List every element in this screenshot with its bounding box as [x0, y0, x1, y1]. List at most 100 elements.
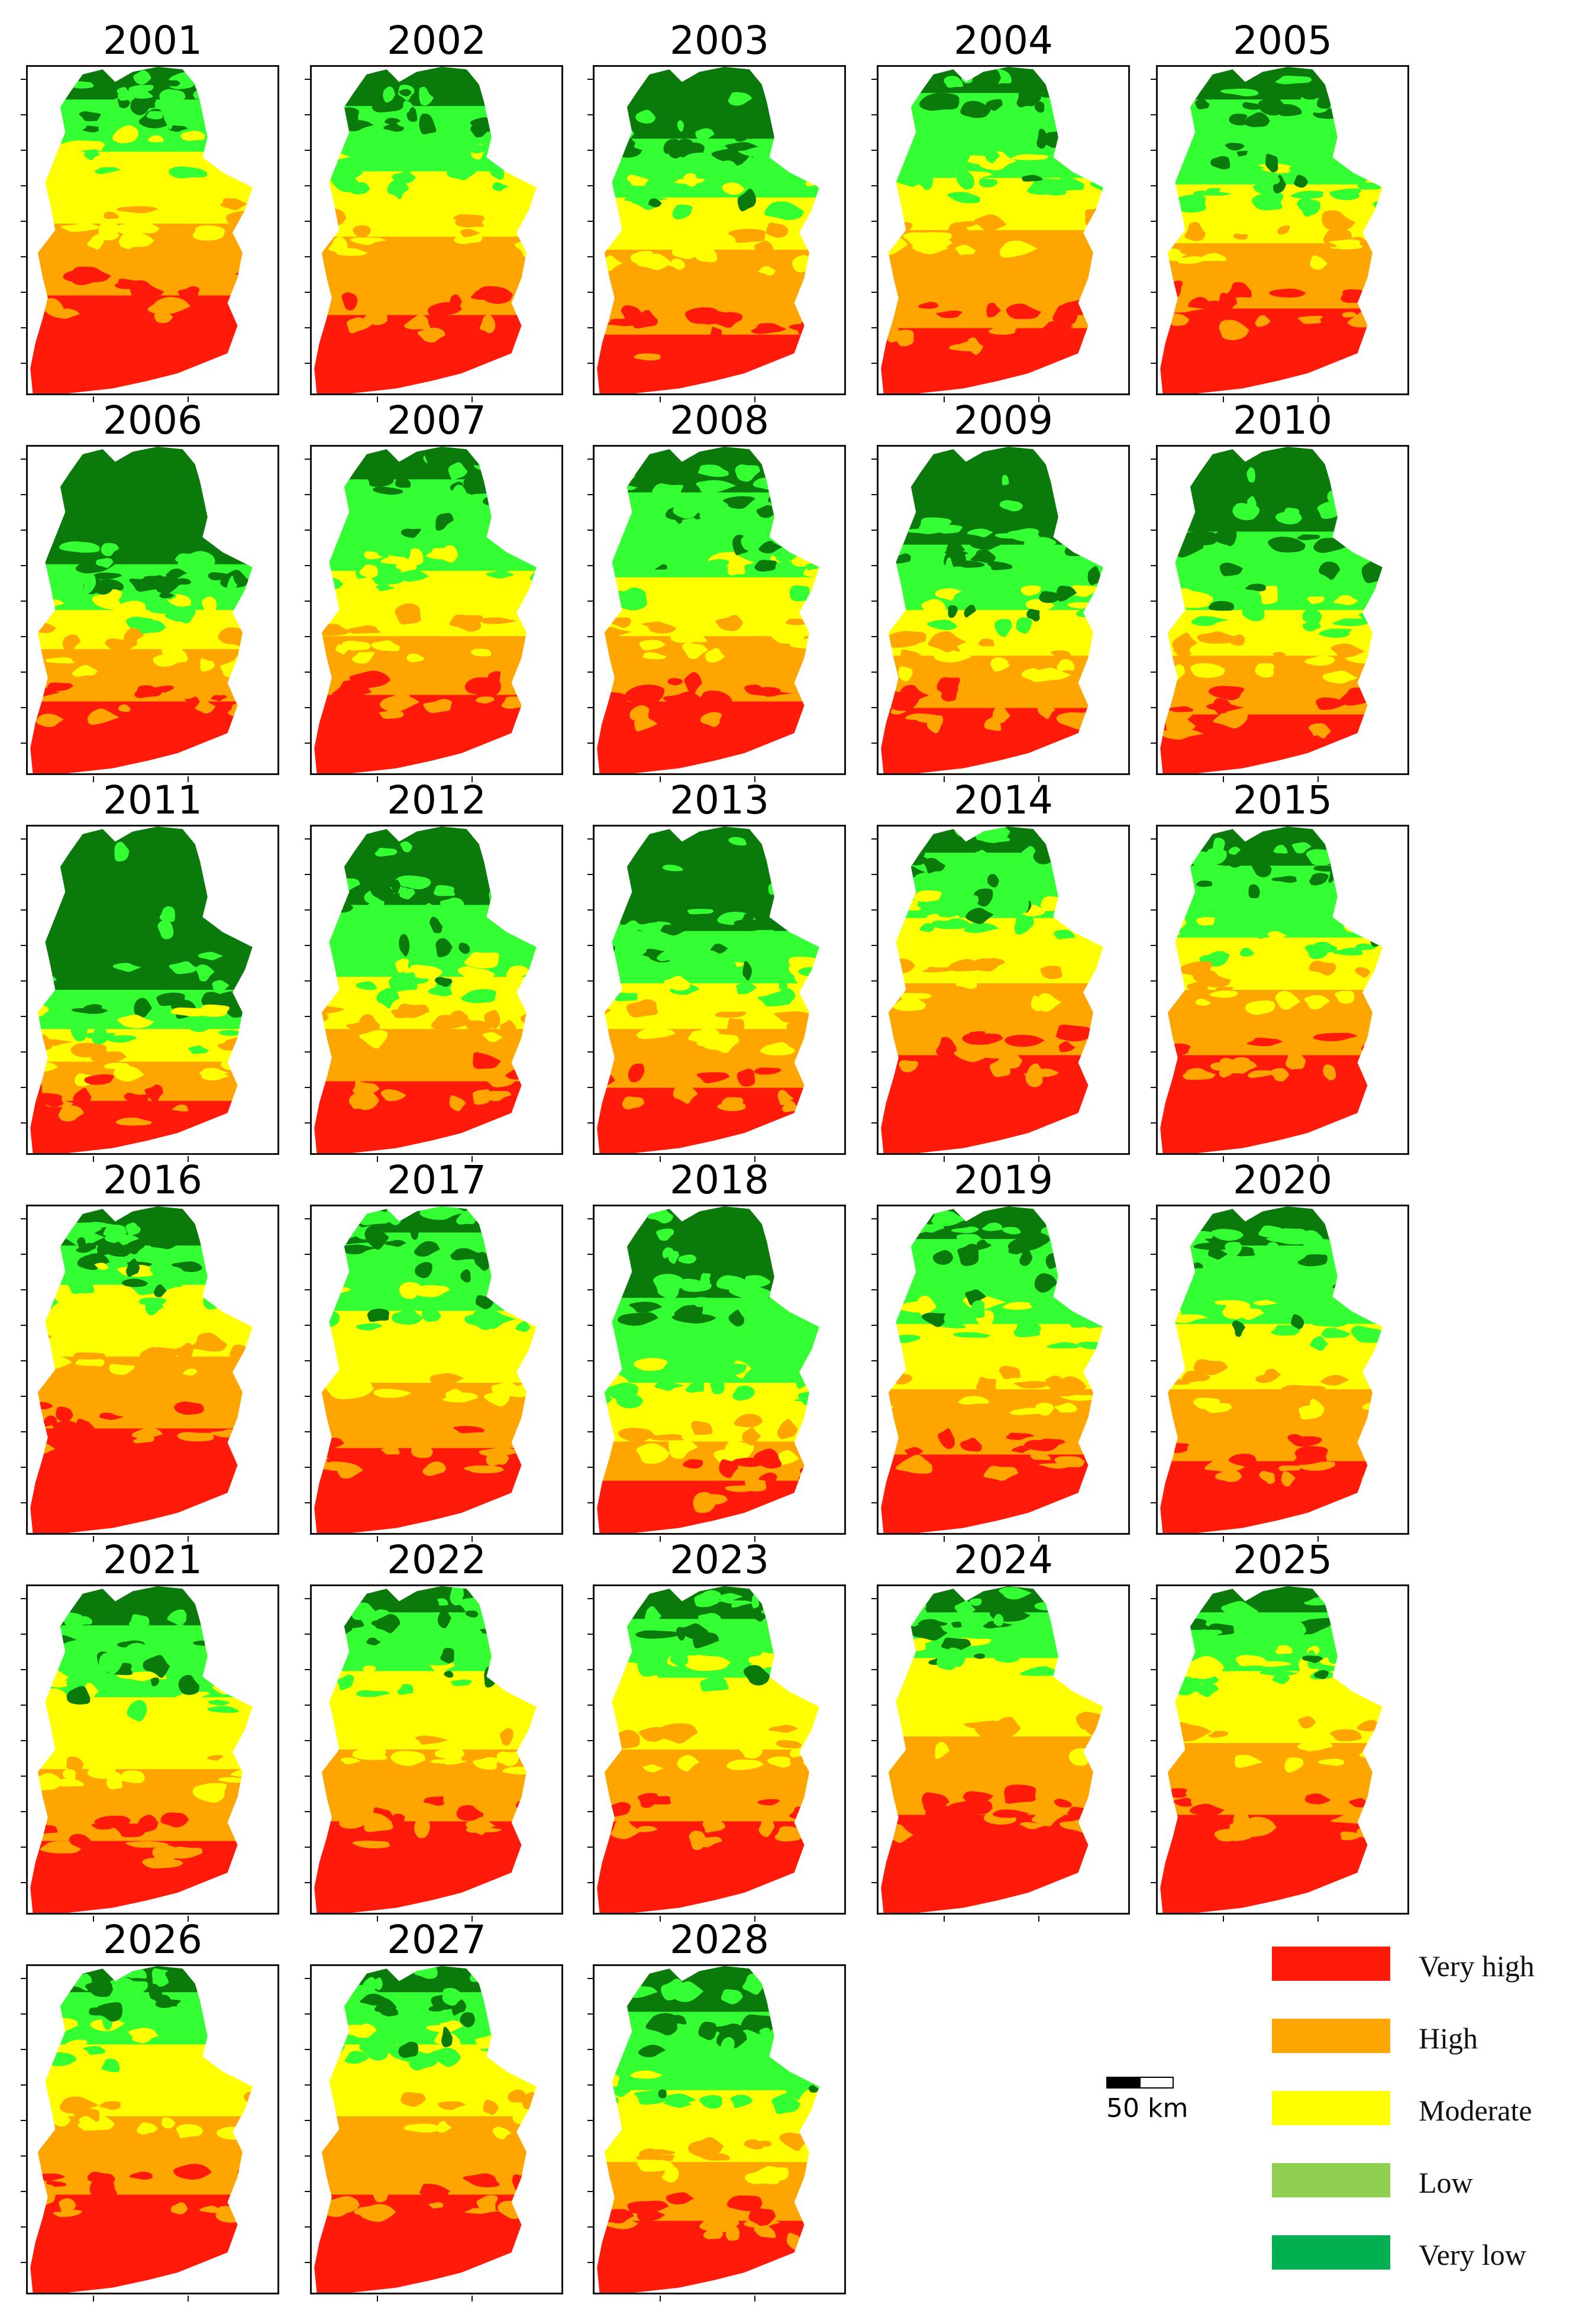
risk-patch [433, 885, 456, 896]
risk-patch [964, 605, 976, 618]
risk-zone [1160, 1461, 1383, 1533]
axis-tick [587, 1740, 593, 1741]
risk-patch [750, 1633, 766, 1643]
axis-tick [871, 221, 877, 222]
risk-patch [1317, 501, 1349, 519]
risk-patch [207, 1981, 227, 1989]
risk-patch [1252, 861, 1272, 877]
risk-patch [352, 651, 375, 664]
risk-patch [36, 714, 64, 727]
risk-patch [597, 191, 612, 206]
risk-patch [734, 919, 753, 929]
map-panel-2003: 2003 [581, 18, 858, 407]
risk-patch [621, 305, 642, 323]
risk-patch [330, 1599, 356, 1617]
risk-patch [1002, 475, 1009, 486]
risk-patch [273, 2048, 277, 2066]
axis-tick [471, 776, 473, 782]
risk-patch [636, 1443, 670, 1464]
map-frame [587, 1964, 846, 2302]
risk-patch [652, 483, 684, 496]
risk-patch [719, 160, 739, 174]
axis-tick [305, 1740, 311, 1741]
risk-patch [1354, 1632, 1383, 1647]
axis-tick [754, 776, 755, 782]
axis-tick [871, 601, 877, 602]
risk-patch [458, 942, 470, 954]
risk-patch [1235, 1755, 1263, 1768]
risk-patch [641, 621, 671, 630]
risk-patch [1357, 895, 1383, 905]
risk-zone [597, 67, 819, 140]
risk-patch [62, 1769, 76, 1781]
risk-patch [430, 1759, 468, 1765]
map-frame [305, 1584, 563, 1922]
risk-patch [236, 987, 253, 994]
risk-patch [390, 1751, 426, 1766]
risk-patch [780, 146, 806, 159]
risk-patch [728, 1309, 745, 1326]
risk-patch [1210, 156, 1231, 170]
risk-patch [194, 70, 215, 93]
axis-tick [871, 150, 877, 151]
risk-patch [1045, 1253, 1062, 1269]
axis-tick [587, 1325, 593, 1326]
risk-patch [73, 1352, 105, 1360]
risk-patch [978, 67, 1002, 89]
risk-patch [529, 1222, 537, 1241]
risk-patch [667, 678, 683, 686]
risk-patch [30, 2014, 58, 2031]
risk-patch [1182, 1370, 1211, 1383]
risk-patch [898, 1301, 932, 1313]
risk-patch [1357, 1827, 1383, 1839]
risk-patch [322, 1461, 356, 1471]
axis-tick [1151, 459, 1157, 460]
risk-patch [469, 1970, 487, 1983]
risk-map [1160, 1586, 1383, 1913]
risk-patch [240, 1816, 253, 1831]
risk-patch [1273, 651, 1286, 658]
risk-patch [93, 572, 124, 580]
risk-patch [642, 652, 667, 660]
risk-patch [496, 1751, 519, 1767]
panel-year-label: 2003 [670, 18, 769, 63]
risk-patch [1160, 1788, 1187, 1798]
risk-map [1160, 447, 1407, 773]
axis-tick [871, 1218, 877, 1219]
risk-patch [437, 1608, 451, 1629]
risk-patch [221, 1260, 242, 1276]
risk-patch [918, 168, 934, 191]
axis-tick [754, 396, 755, 402]
risk-patch [211, 695, 227, 702]
risk-patch [1386, 233, 1407, 248]
risk-patch [375, 584, 395, 591]
risk-patch [813, 1431, 819, 1440]
risk-patch [1173, 1231, 1214, 1240]
risk-patch [159, 89, 186, 105]
risk-patch [919, 923, 935, 932]
axis-tick [871, 874, 877, 875]
axis-tick [1151, 909, 1157, 911]
risk-patch [519, 1212, 537, 1228]
risk-patch [682, 642, 708, 659]
risk-patch [356, 1323, 383, 1331]
risk-patch [503, 159, 524, 166]
axis-tick [944, 396, 945, 402]
axis-tick [305, 1087, 311, 1088]
risk-patch [1333, 947, 1363, 956]
risk-patch [361, 2013, 372, 2023]
risk-patch [825, 506, 844, 517]
risk-patch [1385, 606, 1407, 616]
risk-patch [59, 2096, 99, 2114]
risk-patch [101, 2058, 120, 2073]
risk-patch [146, 111, 164, 120]
risk-patch [1341, 1614, 1367, 1628]
risk-patch [106, 1772, 123, 1790]
risk-patch [1160, 848, 1175, 866]
risk-patch [352, 1748, 387, 1760]
risk-patch [1316, 97, 1332, 109]
risk-patch [1002, 1302, 1034, 1310]
risk-patch [450, 1679, 472, 1686]
legend-swatch [1272, 2091, 1390, 2125]
risk-patch [1245, 583, 1266, 592]
